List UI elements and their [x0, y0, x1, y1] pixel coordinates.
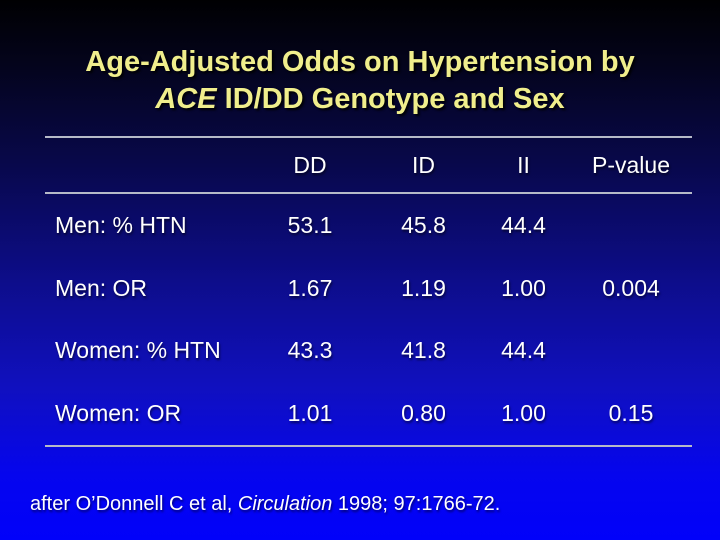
cell-id: 45.8	[401, 211, 446, 238]
table-row-women-or: Women: OR 1.01 0.80 1.00 0.15	[45, 382, 692, 445]
title-gene-symbol: ACE	[155, 83, 217, 115]
genotype-table: DD ID II P-value Men: % HTN 53.1 45.8 44…	[45, 136, 692, 447]
cell-id: 0.80	[401, 400, 446, 427]
cell-ii: 1.00	[501, 400, 546, 427]
row-label: Women: OR	[55, 400, 182, 427]
citation-journal: Circulation	[237, 493, 333, 515]
cell-p-value: 0.15	[608, 400, 654, 427]
cell-dd: 1.67	[287, 274, 333, 301]
title-line-1: Age-Adjusted Odds on Hypertension by	[85, 46, 635, 78]
table-bottom-rule	[45, 445, 692, 447]
cell-id: 41.8	[401, 337, 446, 364]
table-top-rule	[45, 136, 692, 138]
title-line-2: ACE ID/DD Genotype and Sex	[0, 81, 720, 118]
slide-title: Age-Adjusted Odds on Hypertension by ACE…	[0, 44, 720, 118]
cell-id: 1.19	[401, 274, 446, 301]
row-label: Women: % HTN	[55, 337, 221, 364]
table-row-men-or: Men: OR 1.67 1.19 1.00 0.004	[45, 257, 692, 320]
table-header-rule	[45, 192, 692, 194]
cell-dd: 1.01	[287, 400, 333, 427]
cell-dd: 43.3	[287, 337, 333, 364]
cell-dd: 53.1	[287, 211, 333, 238]
row-label: Men: OR	[55, 274, 148, 301]
citation-prefix: after O’Donnell C et al,	[30, 493, 238, 515]
cell-p-value: 0.004	[602, 274, 660, 301]
row-label: Men: % HTN	[55, 211, 187, 238]
header-dd: DD	[293, 151, 327, 178]
header-id: ID	[412, 151, 435, 178]
title-line-2-rest: ID/DD Genotype and Sex	[216, 83, 565, 115]
cell-ii: 1.00	[501, 274, 546, 301]
table-row-women-htn: Women: % HTN 43.3 41.8 44.4	[45, 320, 692, 383]
header-ii: II	[517, 151, 530, 178]
header-p-value: P-value	[592, 151, 670, 178]
table-header-row: DD ID II P-value	[45, 138, 692, 192]
citation-suffix: 1998; 97:1766-72.	[332, 493, 501, 515]
citation: after O’Donnell C et al, Circulation 199…	[30, 493, 500, 516]
cell-ii: 44.4	[501, 211, 546, 238]
cell-ii: 44.4	[501, 337, 546, 364]
table-row-men-htn: Men: % HTN 53.1 45.8 44.4	[45, 194, 692, 257]
